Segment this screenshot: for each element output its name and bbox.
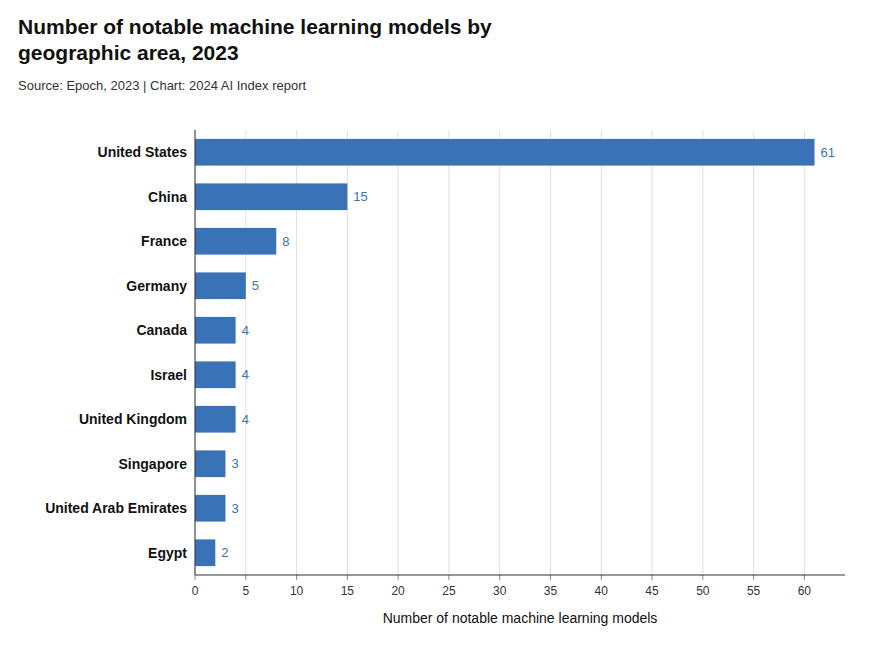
data-label: 5	[252, 278, 259, 293]
x-tick-label: 20	[391, 584, 405, 598]
x-tick	[550, 575, 551, 580]
data-label: 3	[231, 456, 238, 471]
bar	[195, 406, 236, 433]
y-axis: United States China France Germany Canada Isr…	[45, 144, 187, 561]
y-tick-label: United States	[98, 144, 188, 160]
bars	[195, 139, 815, 566]
x-tick-label: 10	[290, 584, 304, 598]
data-label: 4	[242, 367, 249, 382]
bar	[195, 317, 236, 344]
y-tick-label: United Arab Emirates	[45, 500, 187, 516]
y-tick-label: Egypt	[148, 545, 187, 561]
grid-line	[753, 130, 754, 575]
x-tick	[753, 575, 754, 580]
data-label: 15	[353, 189, 367, 204]
chart-subtitle: Source: Epoch, 2023 | Chart: 2024 AI Ind…	[18, 78, 307, 93]
x-tick	[601, 575, 602, 580]
data-label: 61	[821, 145, 835, 160]
bar	[195, 450, 225, 477]
x-tick-label: 45	[645, 584, 659, 598]
x-tick-label: 30	[493, 584, 507, 598]
x-tick-label: 40	[595, 584, 609, 598]
x-tick	[347, 575, 348, 580]
y-axis-line	[195, 130, 196, 575]
x-tick	[398, 575, 399, 580]
chart-title: Number of notable machine learning model…	[18, 15, 492, 64]
y-tick-label: Israel	[150, 367, 187, 383]
grid-line	[804, 130, 805, 575]
bar	[195, 495, 225, 522]
y-tick-label: Germany	[126, 278, 187, 294]
x-tick	[652, 575, 653, 580]
chart-svg: Number of notable machine learning model…	[0, 0, 886, 650]
x-tick-label: 0	[192, 584, 199, 598]
x-tick-label: 5	[242, 584, 249, 598]
data-labels: 61 15 8 5 4 4 4 3 3 2	[221, 145, 835, 561]
x-tick-label: 15	[341, 584, 355, 598]
grid-line	[702, 130, 703, 575]
y-tick-label: China	[148, 189, 187, 205]
data-label: 8	[282, 234, 289, 249]
grid-line	[448, 130, 449, 575]
x-axis-line	[195, 575, 845, 576]
x-tick-label: 55	[747, 584, 761, 598]
x-tick	[296, 575, 297, 580]
bar	[195, 361, 236, 388]
x-tick	[448, 575, 449, 580]
y-tick-label: Singapore	[119, 456, 188, 472]
grid-line	[499, 130, 500, 575]
bar	[195, 139, 815, 166]
bar	[195, 272, 246, 299]
data-label: 4	[242, 412, 249, 427]
y-tick-label: United Kingdom	[79, 411, 187, 427]
chart-container: Number of notable machine learning model…	[0, 0, 886, 650]
x-tick	[702, 575, 703, 580]
bar	[195, 183, 347, 210]
grid-line	[652, 130, 653, 575]
x-tick	[804, 575, 805, 580]
x-tick	[499, 575, 500, 580]
title-line: Number of notable machine learning model…	[18, 15, 492, 38]
x-tick-label: 25	[442, 584, 456, 598]
x-axis-label: Number of notable machine learning model…	[383, 610, 658, 626]
x-axis: 0 5 10 15 20 25 30 35 40 45 50 55 60	[192, 575, 812, 598]
x-tick-label: 50	[696, 584, 710, 598]
x-tick	[245, 575, 246, 580]
data-label: 4	[242, 323, 249, 338]
bar	[195, 228, 276, 255]
grid-line	[195, 130, 196, 575]
grid-line	[601, 130, 602, 575]
x-tick	[195, 575, 196, 580]
x-tick-label: 60	[798, 584, 812, 598]
title-line: geographic area, 2023	[18, 41, 239, 64]
data-label: 3	[231, 501, 238, 516]
grid	[195, 130, 804, 575]
y-tick-label: France	[141, 233, 187, 249]
y-tick-label: Canada	[136, 322, 187, 338]
grid-line	[550, 130, 551, 575]
x-tick-label: 35	[544, 584, 558, 598]
data-label: 2	[221, 545, 228, 560]
bar	[195, 539, 215, 566]
grid-line	[398, 130, 399, 575]
